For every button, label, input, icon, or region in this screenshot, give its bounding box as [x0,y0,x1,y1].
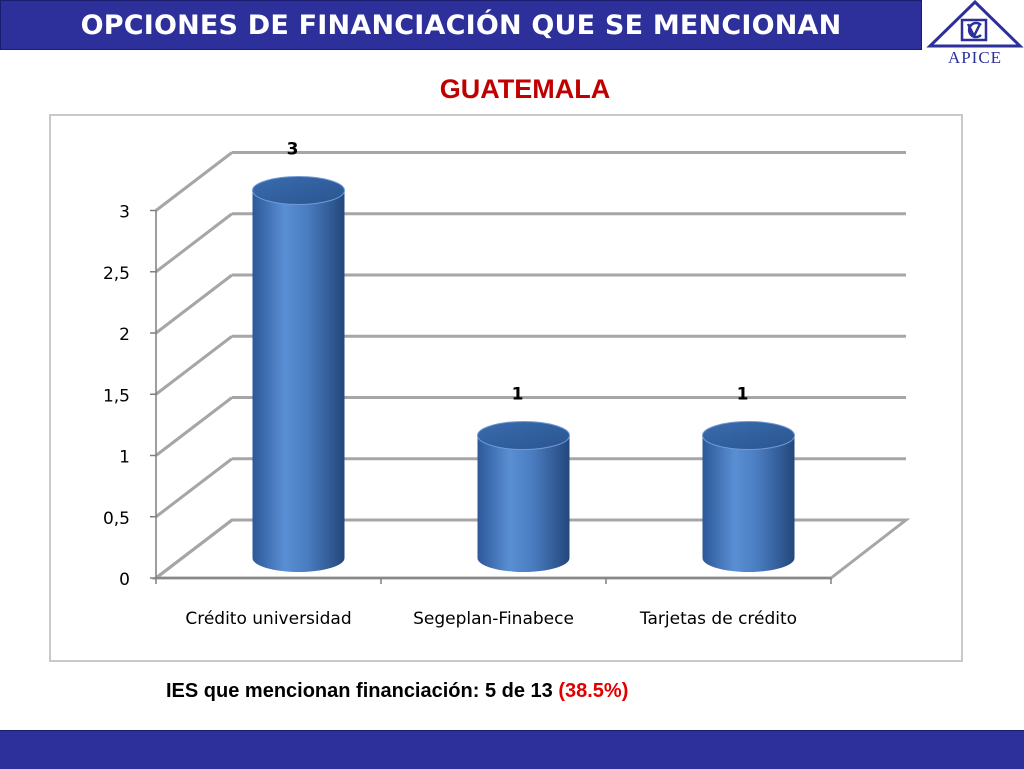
x-tick-label: Crédito universidad [185,609,351,629]
bar-chart: 0 0,5 1 1,5 2 2,5 3 3 Crédito universidad 1 Segepl… [103,140,911,629]
y-tick-label: 1,5 [103,386,130,406]
logo-text: APICE [947,48,1003,67]
bar [702,435,795,572]
bar [477,435,570,572]
y-tick-label: 2,5 [103,264,130,284]
gridline-side [155,335,233,396]
y-tick-label: 1 [119,448,130,468]
title-bar: OPCIONES DE FINANCIACIÓN QUE SE MENCIONA… [0,0,922,50]
chart-title: GUATEMALA [439,74,611,104]
bar-top [702,421,795,450]
bar [252,190,345,572]
summary-line: IES que mencionan financiación: 5 de 13 … [166,680,628,703]
page-title: OPCIONES DE FINANCIACIÓN QUE SE MENCIONA… [80,9,842,41]
bar-top [477,421,570,450]
bar-top [252,176,345,205]
y-tick-label: 2 [119,325,130,345]
gridline-side [155,151,233,212]
data-label: 3 [287,140,299,160]
x-tick-label: Segeplan-Finabece [413,609,574,629]
summary-percent: (38.5%) [558,680,629,702]
gridline-side [155,396,233,457]
x-tick-label: Tarjetas de crédito [639,609,797,629]
y-tick-label: 3 [119,203,130,223]
chart-frame: 0 0,5 1 1,5 2 2,5 3 3 Crédito universidad 1 Segepl… [49,114,963,662]
y-tick-label: 0 [119,570,130,590]
logo-emblem-icon [926,0,1024,48]
gridline-side [155,457,233,518]
data-label: 1 [512,385,524,405]
gridline-side [155,273,233,335]
apice-logo: APICE [926,0,1024,72]
gridline-side [155,212,233,273]
footer-bar [0,730,1024,769]
data-label: 1 [737,385,749,405]
y-tick-label: 0,5 [103,509,130,529]
summary-text: IES que mencionan financiación: 5 de 13 [166,680,553,702]
